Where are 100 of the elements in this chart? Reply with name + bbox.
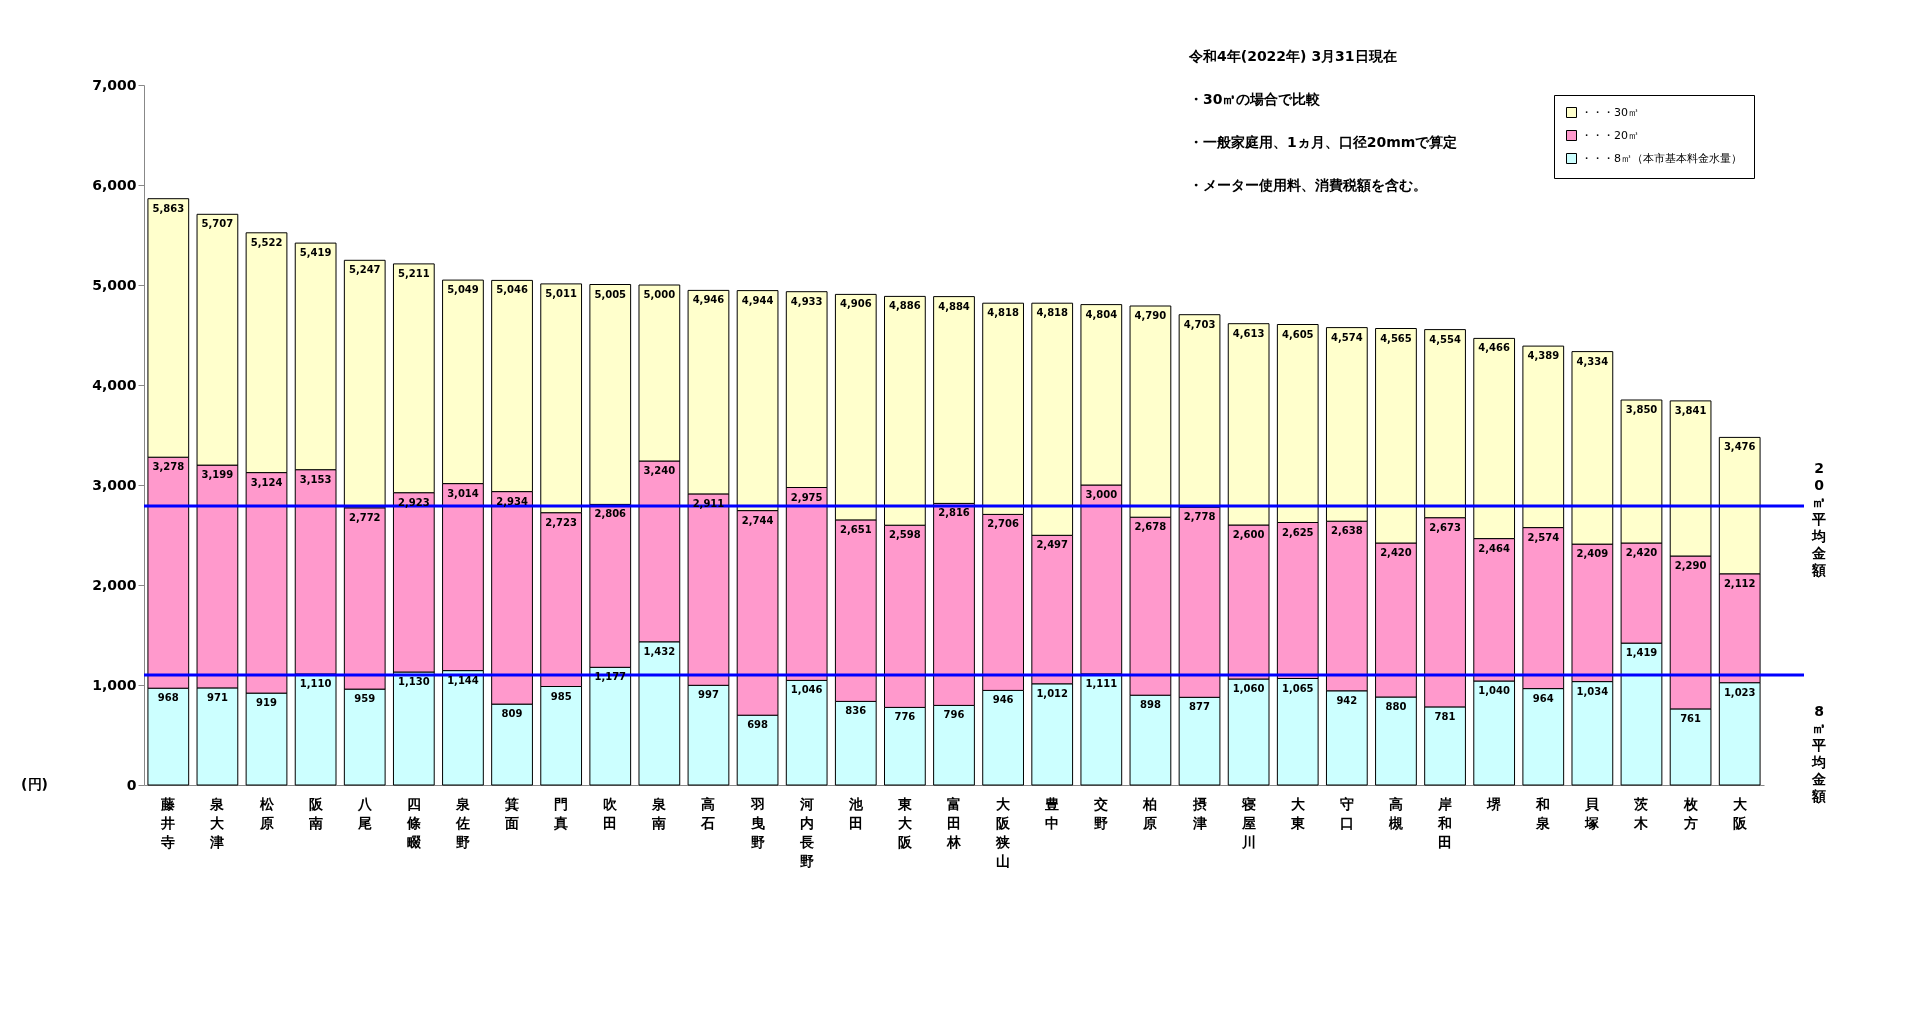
total-label: 3,850 <box>1625 404 1658 415</box>
x-tick-label: 交野 <box>1093 795 1109 831</box>
x-tick-label: 大東 <box>1289 795 1306 831</box>
total-label: 3,841 <box>1674 404 1707 416</box>
x-tick-label: 枚方 <box>1682 795 1699 831</box>
annotation: 898 <box>1139 699 1161 711</box>
annotation: ・メーター使用料、消費税額を含む。 <box>1189 177 1427 193</box>
annotation: 1,060 <box>1232 683 1265 694</box>
x-tick-label: 摂津 <box>1191 795 1207 831</box>
total-label: 4,334 <box>1576 355 1609 367</box>
x-tick-label: 東大阪 <box>896 795 913 850</box>
annotation: 2,923 <box>398 496 430 508</box>
annotation: 3,124 <box>250 476 283 488</box>
annotation: 796 <box>943 709 965 721</box>
annotation: 877 <box>1189 701 1211 713</box>
annotation: 1,012 <box>1036 687 1069 699</box>
annotation: 1,040 <box>1478 685 1511 696</box>
x-tick-label: 柏原 <box>1142 795 1158 831</box>
annotation: 2,290 <box>1674 560 1707 571</box>
annotation: 985 <box>550 690 572 702</box>
x-tick-label: 八尾 <box>356 795 373 831</box>
y-tick-label: 6,000 <box>92 176 137 193</box>
annotation: 964 <box>1532 692 1554 704</box>
annotation: 2,778 <box>1183 511 1216 523</box>
total-label: 4,703 <box>1183 318 1216 330</box>
x-tick-label: 泉佐野 <box>454 795 470 850</box>
total-label: 4,933 <box>790 295 823 307</box>
annotation: 2,772 <box>348 511 381 523</box>
annotation: 2,409 <box>1576 548 1609 560</box>
y-axis-title: (円) <box>21 775 48 792</box>
annotation: 836 <box>845 705 867 717</box>
x-tick-label: 大阪 <box>1732 795 1748 831</box>
annotation: 2,651 <box>839 523 872 535</box>
annotation: 2,420 <box>1625 547 1658 558</box>
total-label: 5,011 <box>545 287 578 299</box>
x-tick-label: 茨木 <box>1633 795 1650 831</box>
annotation: 698 <box>747 719 769 731</box>
x-tick-label: 池田 <box>847 795 864 831</box>
ref-line-label: 20㎥平均金額 <box>1811 460 1827 578</box>
ref-line-label: 8㎥平均金額 <box>1811 703 1827 804</box>
x-tick-label: 箕面 <box>504 795 520 831</box>
annotation: 1,144 <box>447 674 479 686</box>
annotation: 2,744 <box>741 514 774 526</box>
y-tick-label: 3,000 <box>92 476 137 493</box>
x-tick-label: 貝塚 <box>1584 795 1601 831</box>
annotation: 2,723 <box>545 516 578 528</box>
annotation: 2,816 <box>938 507 970 519</box>
total-label: 5,419 <box>299 247 332 259</box>
annotation: 2,706 <box>987 518 1019 530</box>
annotation: 1,034 <box>1576 685 1609 697</box>
total-label: 4,804 <box>1085 308 1118 320</box>
x-tick-label: 寝屋川 <box>1240 795 1256 850</box>
bar <box>589 284 632 505</box>
annotation: 959 <box>354 693 376 705</box>
total-label: 4,554 <box>1429 333 1461 345</box>
total-label: 4,944 <box>741 294 774 306</box>
x-tick-label: 高石 <box>700 795 716 831</box>
x-tick-label: 守口 <box>1339 795 1354 831</box>
annotation: 1,111 <box>1085 677 1118 689</box>
annotation: 781 <box>1434 710 1456 722</box>
y-tick-label: 0 <box>126 776 137 793</box>
annotation: 1,065 <box>1281 682 1314 694</box>
x-tick-label: 岸和田 <box>1437 795 1453 850</box>
annotation: 2,975 <box>790 491 823 503</box>
total-label: 5,046 <box>496 284 528 296</box>
legend-label: ・・・20㎥ <box>1581 128 1639 142</box>
x-tick-label: 泉南 <box>651 795 667 831</box>
total-label: 4,466 <box>1478 342 1511 354</box>
bar <box>1178 314 1221 508</box>
total-label: 5,707 <box>201 218 234 230</box>
annotation: 2,574 <box>1527 531 1560 543</box>
total-label: 5,247 <box>348 264 381 276</box>
x-tick-label: 松原 <box>258 795 275 831</box>
annotation: 2,420 <box>1380 547 1412 558</box>
total-label: 4,790 <box>1134 310 1167 321</box>
text: 令和4年(2022年) 3月31日現在 <box>1188 48 1397 64</box>
x-tick-label: 羽曳野 <box>749 795 765 850</box>
x-tick-label: 豊中 <box>1044 795 1060 831</box>
x-tick-label: 河内長野 <box>798 795 814 869</box>
annotation: 942 <box>1336 694 1358 706</box>
annotation: 2,600 <box>1232 529 1265 540</box>
legend-label: ・・・8㎥（本市基本料金水量） <box>1581 151 1742 165</box>
annotation: 761 <box>1680 712 1702 724</box>
annotation: 776 <box>894 711 916 723</box>
total-label: 4,574 <box>1331 331 1363 343</box>
annotation: 2,112 <box>1723 577 1756 589</box>
annotation: 880 <box>1385 701 1407 712</box>
total-label: 4,906 <box>839 298 872 310</box>
x-tick-label: 泉大津 <box>209 795 226 850</box>
x-tick-label: 堺 <box>1486 795 1503 812</box>
total-label: 5,005 <box>594 288 627 300</box>
y-tick-label: 1,000 <box>92 676 137 693</box>
x-tick-label: 四條畷 <box>405 795 422 850</box>
annotation: 997 <box>698 689 719 701</box>
annotation: ・30㎥の場合で比較 <box>1189 91 1322 107</box>
annotation: 2,934 <box>496 495 528 507</box>
annotation: 919 <box>256 697 277 709</box>
annotation: 971 <box>206 691 228 703</box>
annotation: 3,014 <box>447 487 479 499</box>
total-label: 4,605 <box>1281 328 1314 340</box>
